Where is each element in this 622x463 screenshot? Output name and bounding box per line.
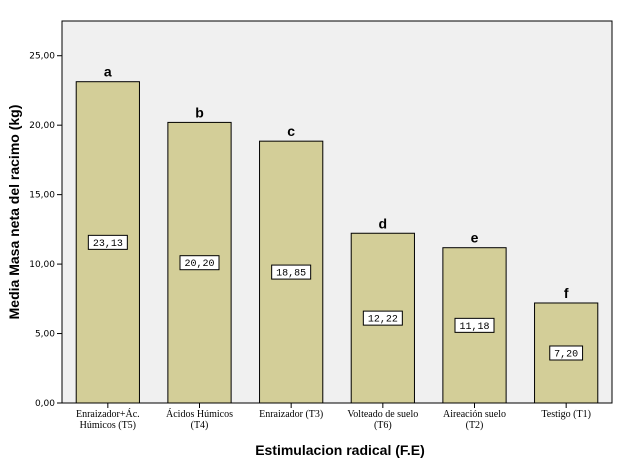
data-label-box (271, 264, 312, 280)
group-letter-label: b (195, 104, 204, 120)
y-tick-label: 15,00 (29, 191, 55, 201)
group-letter-label: e (471, 230, 479, 246)
data-label: 7,20 (554, 349, 578, 360)
x-axis: Enraizador+Ác.Húmicos (T5) Ácidos Húmicos… (76, 403, 591, 431)
data-label: 20,20 (184, 259, 214, 270)
data-label: 23,13 (93, 239, 123, 250)
x-tick-label: (T2) (466, 420, 484, 431)
data-label-box (87, 234, 128, 250)
y-tick-label: 0,00 (35, 399, 55, 409)
y-axis: 0,00 5,00 10,00 15,00 20,00 25,00 (29, 52, 62, 409)
group-letter-label: c (287, 123, 295, 139)
x-tick-label: (T4) (191, 420, 209, 431)
x-tick-label: Enraizador+Ác. (76, 408, 140, 420)
data-label-box (362, 310, 403, 326)
y-axis-title: Media Masa neta del racimo (kg) (6, 105, 22, 320)
data-label: 18,85 (276, 269, 306, 280)
x-tick-label: Ácidos Húmicos (166, 408, 233, 420)
y-tick-label: 5,00 (35, 330, 55, 340)
data-label-box (454, 317, 495, 333)
group-letter-label: d (379, 215, 388, 231)
x-tick-label: Aireación suelo (443, 409, 506, 420)
y-tick-label: 25,00 (29, 52, 55, 62)
y-tick-label: 10,00 (29, 260, 55, 270)
bars-group: a 23,13 b 20,20 c 18,85 d 12,22 e 11,18 f 7,20 (75, 64, 599, 404)
data-label: 11,18 (459, 322, 489, 333)
x-axis-title: Estimulacion radical (F.E) (255, 442, 425, 458)
data-label: 12,22 (368, 315, 398, 326)
x-tick-label: (T6) (374, 420, 392, 431)
data-label-box (179, 255, 220, 271)
y-tick-label: 20,00 (29, 121, 55, 131)
x-tick-label: Húmicos (T5) (80, 420, 136, 431)
data-label-box (549, 345, 584, 361)
x-tick-label: Volteado de suelo (347, 409, 418, 420)
x-tick-label: Enraizador (T3) (259, 409, 323, 420)
group-letter-label: f (564, 285, 569, 301)
x-tick-label: Testigo (T1) (541, 409, 591, 420)
plot-area (61, 20, 613, 404)
group-letter-label: a (104, 64, 112, 80)
